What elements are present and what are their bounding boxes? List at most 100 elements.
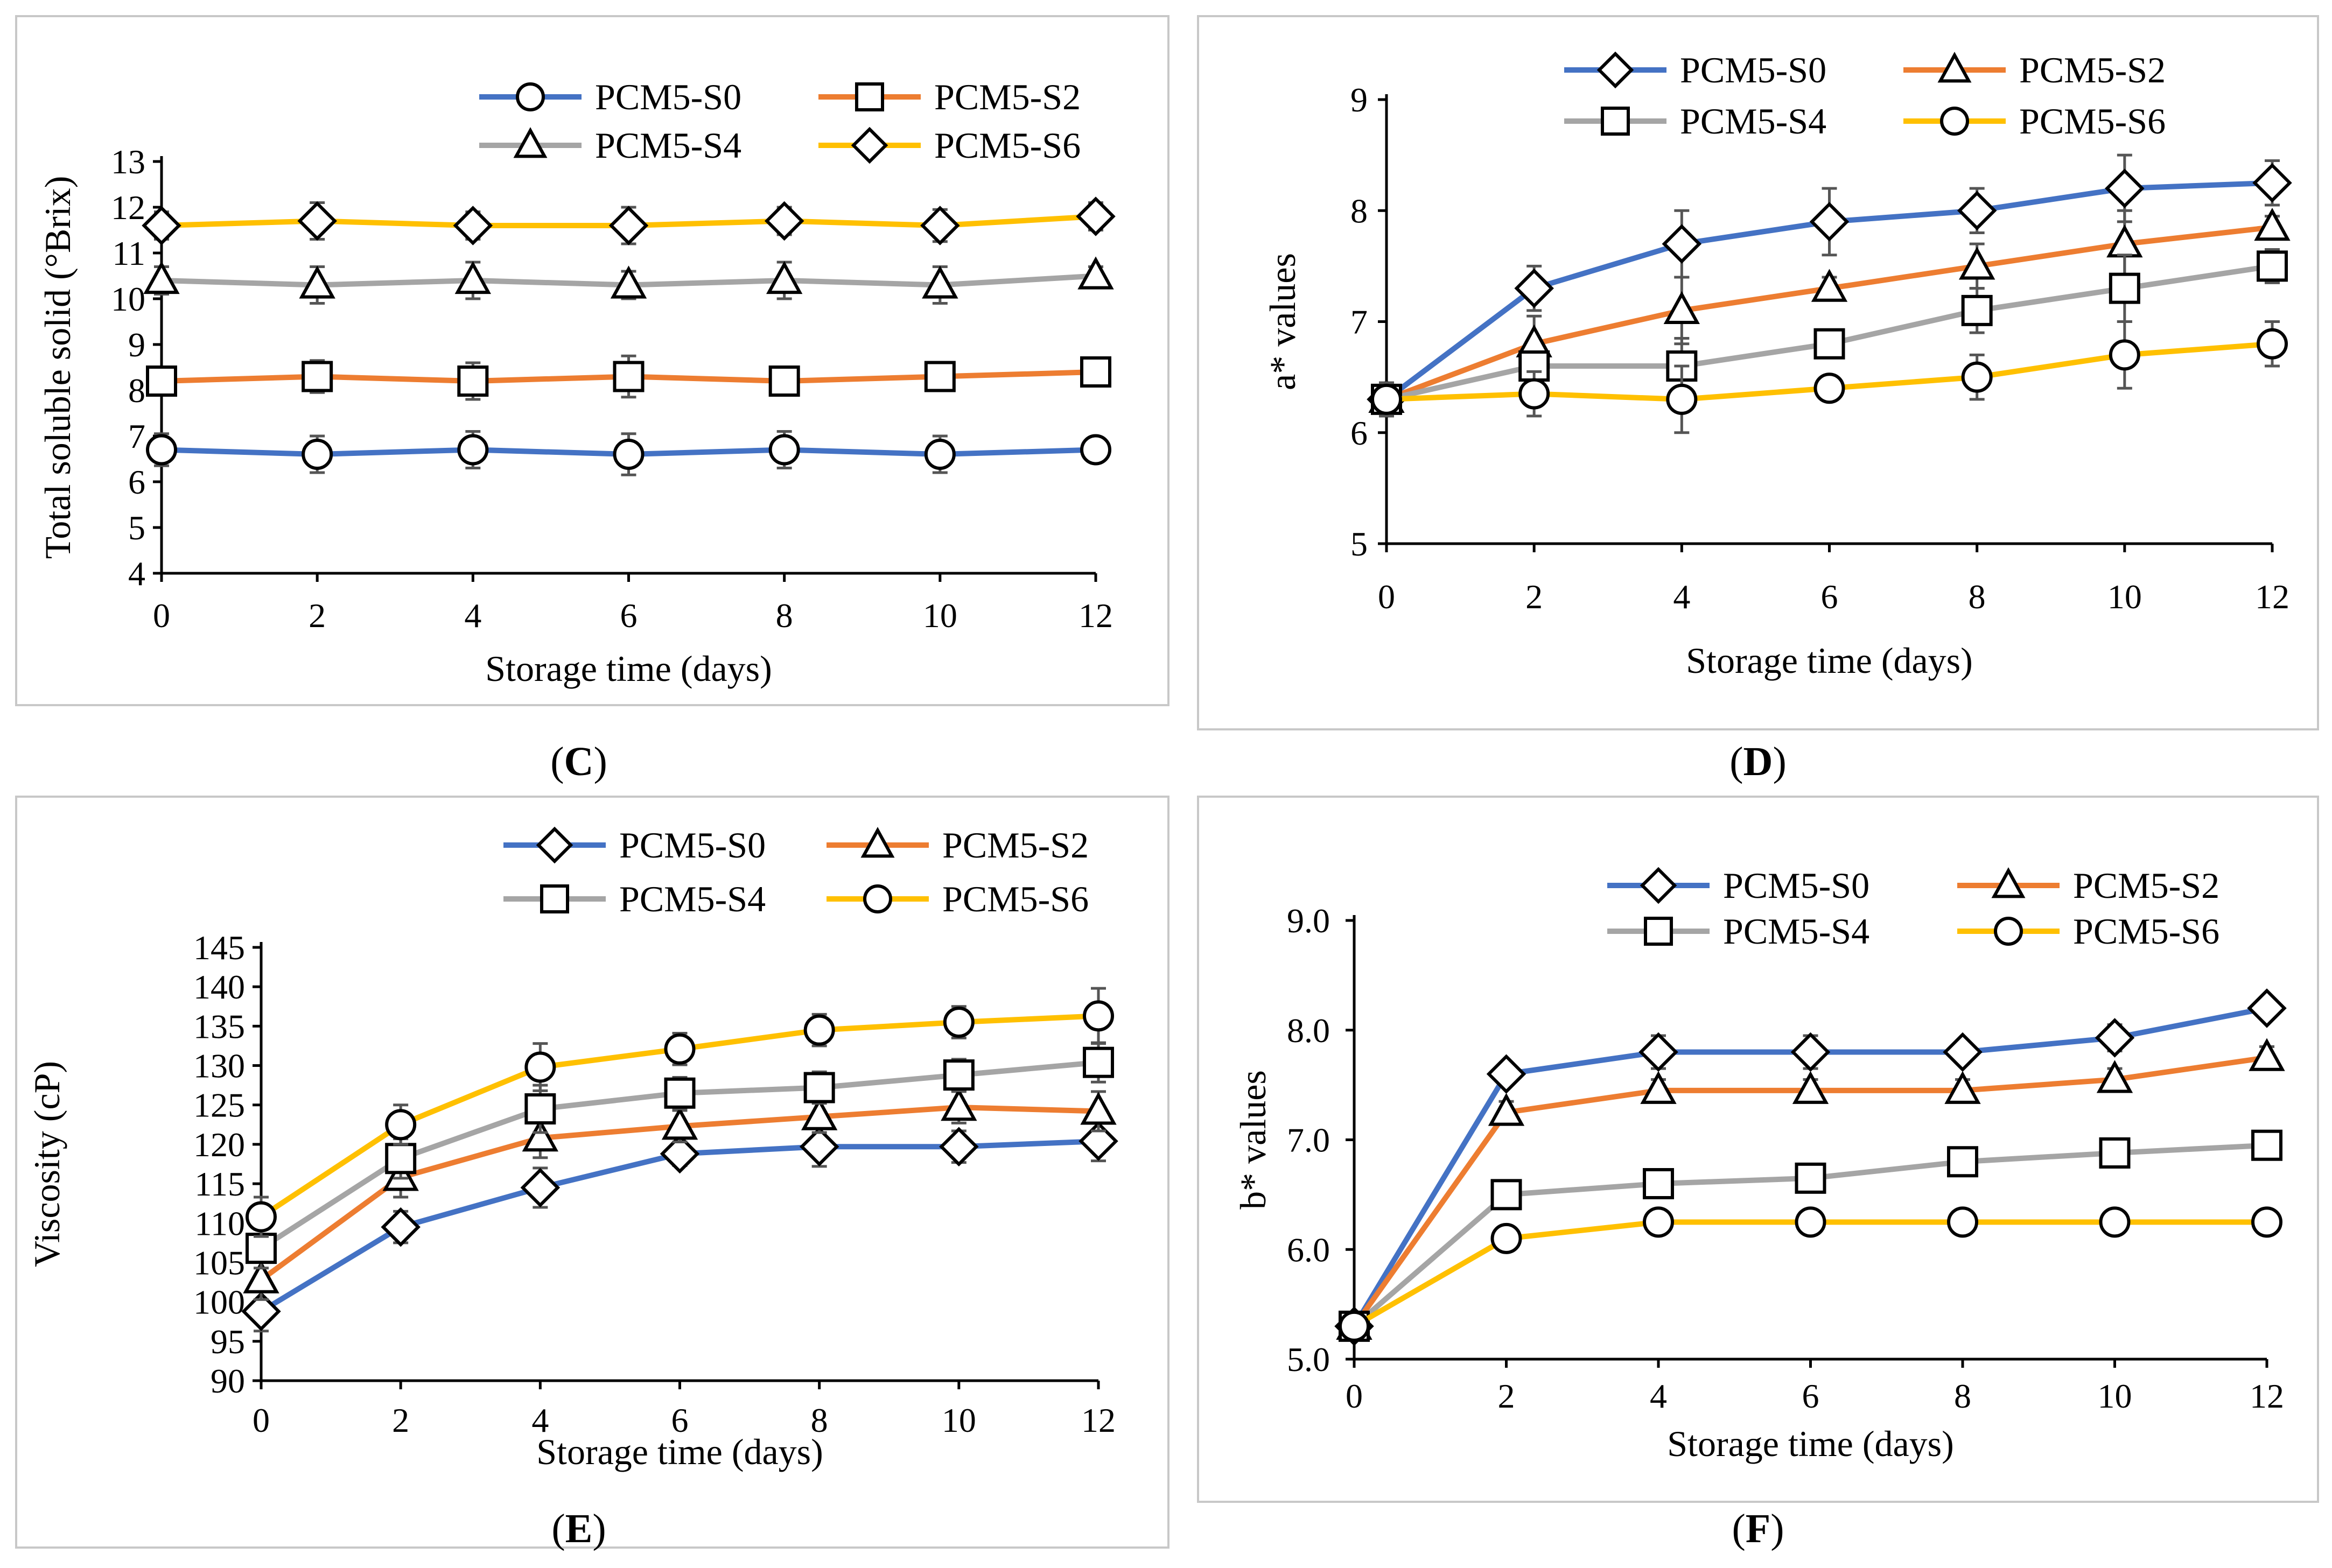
data-point <box>799 1127 839 1167</box>
panel-c: 4 5 6 7 8 9 10 11 12 13 0 2 4 6 8 10 12 Storage time (day… <box>15 15 1169 784</box>
caption-open-paren: ( <box>1729 739 1743 784</box>
data-point <box>924 361 956 392</box>
legend-item: PCM5-S0 <box>1564 50 1826 90</box>
legend-marker <box>1601 107 1630 136</box>
y-tick-label: 120 <box>193 1126 245 1164</box>
x-tick-label: 10 <box>942 1401 976 1439</box>
data-point <box>1662 224 1702 264</box>
x-tick-label: 4 <box>1650 1377 1667 1415</box>
legend: PCM5-S0 PCM5-S2 PCM5-S4 PCM5-S6 <box>1607 865 2219 952</box>
x-tick-label: 4 <box>464 596 481 635</box>
x-tick-label: 6 <box>671 1401 689 1439</box>
data-point <box>924 439 956 470</box>
series-pcm5-s2 <box>1336 1038 2285 1340</box>
x-tick-label: 8 <box>811 1401 828 1439</box>
data-point <box>1947 1146 1978 1178</box>
x-tick-label: 12 <box>2255 578 2289 616</box>
y-tick-label: 5.0 <box>1287 1340 1330 1379</box>
y-tick-label: 115 <box>194 1165 245 1203</box>
legend-marker <box>863 884 892 913</box>
caption-open-paren: ( <box>550 739 564 784</box>
y-tick-label: 13 <box>111 143 145 181</box>
data-point <box>1795 1206 1826 1238</box>
caption-letter: E <box>565 1506 593 1551</box>
x-tick-label: 6 <box>1802 1377 1819 1415</box>
x-tick-label: 10 <box>2098 1377 2132 1415</box>
legend-label: PCM5-S2 <box>2073 865 2219 906</box>
y-tick-label: 100 <box>193 1283 245 1321</box>
y-tick-label: 9 <box>1350 81 1368 119</box>
x-axis-title: Storage time (days) <box>536 1431 823 1472</box>
legend-marker <box>1640 867 1677 904</box>
legend: PCM5-S0 PCM5-S2 PCM5-S4 PCM5-S6 <box>1564 50 2166 142</box>
data-point <box>803 1014 835 1046</box>
series-pcm5-s0 <box>146 430 1111 476</box>
data-point <box>1795 1162 1826 1194</box>
x-tick-label: 8 <box>1969 578 1986 616</box>
legend-marker <box>1596 51 1634 89</box>
data-point <box>2254 208 2291 241</box>
data-point <box>454 261 492 294</box>
data-point <box>2252 163 2292 203</box>
y-tick-label: 9.0 <box>1287 902 1330 940</box>
x-tick-label: 10 <box>2107 578 2142 616</box>
x-tick-label: 0 <box>1346 1377 1363 1415</box>
x-tick-label: 4 <box>1673 578 1690 616</box>
y-tick-label: 12 <box>111 188 145 227</box>
data-point <box>608 206 649 245</box>
data-point <box>2257 250 2288 282</box>
legend-item: PCM5-S6 <box>818 125 1081 166</box>
data-point <box>1961 294 1993 326</box>
caption-letter: C <box>564 739 594 784</box>
data-point <box>920 206 960 245</box>
data-point <box>1643 1206 1674 1238</box>
legend-label: PCM5-S2 <box>942 825 1089 866</box>
data-point <box>2257 328 2288 360</box>
legend-marker <box>1994 917 2023 946</box>
series-pcm5-s0 <box>1334 988 2287 1346</box>
data-point <box>943 1007 975 1038</box>
data-point <box>457 434 489 466</box>
x-axis-title: Storage time (days) <box>485 648 772 689</box>
data-point <box>520 1168 561 1208</box>
data-point <box>453 206 493 245</box>
x-tick-label: 6 <box>620 596 638 635</box>
x-tick-label: 12 <box>1079 596 1113 635</box>
caption-letter: D <box>1743 739 1773 784</box>
data-point <box>1811 269 1848 302</box>
data-point <box>1947 1206 1978 1238</box>
x-tick-label: 2 <box>1498 1377 1515 1415</box>
panel-frame <box>1197 15 2319 730</box>
y-axis-title: a* values <box>1262 253 1303 390</box>
legend-item: PCM5-S0 <box>1607 865 1869 906</box>
y-axis-title: Total soluble solid (°Brix) <box>37 176 78 559</box>
series-pcm5-s6 <box>142 196 1116 245</box>
y-tick-label: 11 <box>112 234 145 272</box>
data-point <box>613 361 645 392</box>
data-point <box>1813 372 1845 404</box>
data-point <box>1077 256 1114 290</box>
legend-item: PCM5-S4 <box>503 878 766 919</box>
data-point <box>664 1077 696 1109</box>
legend: PCM5-S0 PCM5-S2 PCM5-S4 PCM5-S6 <box>479 76 1081 166</box>
x-tick-label: 8 <box>1954 1377 1971 1415</box>
x-tick-label: 10 <box>923 596 957 635</box>
legend-marker <box>1940 107 1969 136</box>
data-point <box>613 439 645 470</box>
y-tick-label: 6 <box>128 463 145 501</box>
legend-marker <box>536 826 573 864</box>
y-tick-label: 140 <box>193 968 245 1006</box>
data-point <box>1943 1032 1983 1072</box>
y-tick-label: 4 <box>128 554 145 593</box>
data-point <box>524 1051 556 1083</box>
data-point <box>768 365 800 397</box>
data-point <box>764 201 804 241</box>
legend-item: PCM5-S6 <box>827 878 1089 919</box>
y-tick-label: 95 <box>211 1323 245 1361</box>
panel-d: 5 6 7 8 9 0 2 4 6 8 10 12 Storage time (days) a* valu… <box>1197 15 2319 784</box>
legend-label: PCM5-S2 <box>2019 50 2166 90</box>
data-point <box>2096 1060 2133 1093</box>
caption-open-paren: ( <box>1732 1506 1745 1551</box>
data-point <box>1809 202 1850 242</box>
